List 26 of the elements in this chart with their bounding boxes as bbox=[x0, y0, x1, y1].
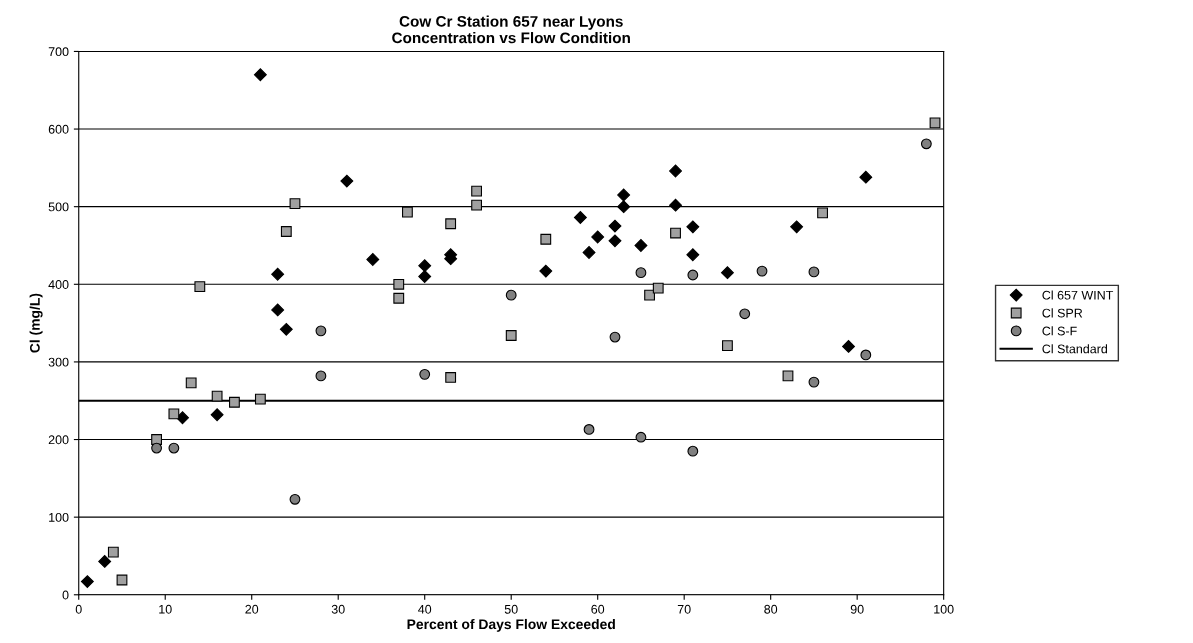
x-tick-label: 50 bbox=[504, 604, 518, 614]
y-tick-label: 600 bbox=[48, 124, 69, 134]
x-tick-label: 20 bbox=[245, 604, 259, 614]
x-tick-label: 90 bbox=[850, 604, 864, 614]
y-tick-label: 400 bbox=[48, 280, 69, 289]
y-axis-title: Cl (mg/L) bbox=[29, 293, 43, 353]
x-tick-label: 40 bbox=[418, 604, 432, 614]
y-tick-label: 300 bbox=[48, 357, 69, 367]
x-tick-label: 80 bbox=[764, 604, 778, 614]
legend-label: Cl S-F bbox=[1042, 326, 1077, 336]
x-tick-label: 100 bbox=[934, 604, 954, 614]
x-tick-label: 10 bbox=[159, 604, 172, 614]
x-axis-title: Percent of Days Flow Exceeded bbox=[407, 618, 615, 632]
x-tick-label: 70 bbox=[677, 604, 691, 614]
legend-label: Cl 657 WINT bbox=[1042, 290, 1114, 300]
legend-label: Cl SPR bbox=[1042, 308, 1083, 318]
chart-title: Cow Cr Station 657 near Lyons Concentration vs Flow Condition bbox=[392, 15, 630, 44]
y-tick-label: 700 bbox=[48, 47, 69, 57]
legend-label: Cl Standard bbox=[1042, 344, 1108, 354]
y-tick-label: 200 bbox=[48, 435, 69, 445]
x-tick-label: 30 bbox=[331, 604, 345, 614]
y-tick-label: 500 bbox=[48, 202, 69, 212]
x-tick-label: 0 bbox=[75, 604, 82, 614]
y-tick-label: 100 bbox=[49, 512, 69, 522]
y-tick-label: 0 bbox=[62, 590, 69, 600]
x-tick-label: 60 bbox=[591, 604, 605, 614]
